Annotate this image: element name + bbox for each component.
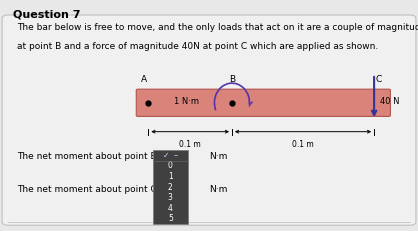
Text: 0: 0 (168, 161, 173, 170)
Text: 0.1 m: 0.1 m (179, 140, 201, 149)
FancyBboxPatch shape (153, 150, 188, 224)
FancyBboxPatch shape (2, 15, 416, 225)
FancyBboxPatch shape (136, 89, 390, 116)
Text: 0.1 m: 0.1 m (292, 140, 314, 149)
Text: A: A (141, 75, 147, 84)
Text: 1 N·m: 1 N·m (173, 97, 199, 106)
Text: B: B (229, 75, 235, 84)
Text: C: C (375, 75, 381, 84)
Text: 5: 5 (168, 214, 173, 223)
Text: The net moment about point C: The net moment about point C (17, 185, 156, 194)
Text: ✓  –: ✓ – (163, 151, 178, 160)
Text: 1: 1 (168, 172, 173, 181)
Text: N·m: N·m (209, 152, 227, 161)
Text: 40 N: 40 N (380, 97, 400, 106)
Text: The net moment about point B: The net moment about point B (17, 152, 156, 161)
Text: Question 7: Question 7 (13, 9, 80, 19)
Text: 2: 2 (168, 183, 173, 191)
Text: 4: 4 (168, 204, 173, 213)
Text: at point B and a force of magnitude 40N at point C which are applied as shown.: at point B and a force of magnitude 40N … (17, 42, 378, 51)
Text: 3: 3 (168, 193, 173, 202)
Text: The bar below is free to move, and the only loads that act on it are a couple of: The bar below is free to move, and the o… (17, 23, 418, 32)
Text: N·m: N·m (209, 185, 227, 194)
